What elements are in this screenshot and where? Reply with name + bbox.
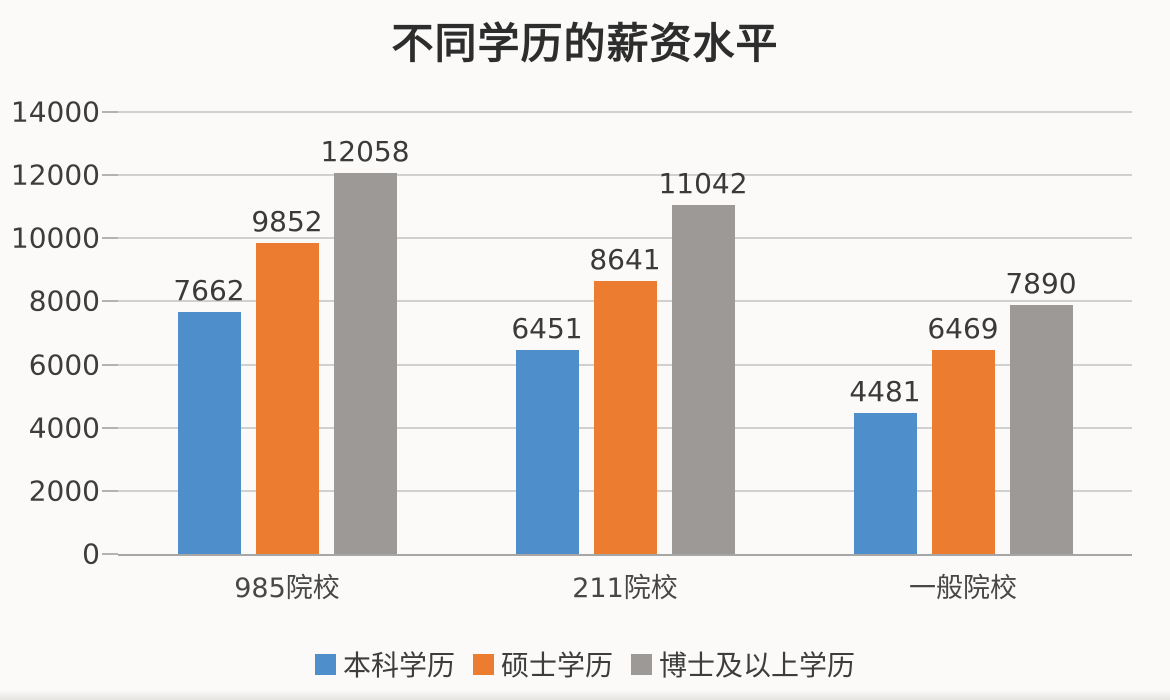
y-tick-mark xyxy=(102,426,118,429)
y-tick-mark xyxy=(102,489,118,492)
bar xyxy=(515,350,579,554)
bar-wrapper: 8641 xyxy=(589,243,661,554)
y-tick-label: 4000 xyxy=(28,411,100,445)
bar-value-label: 8641 xyxy=(589,243,661,277)
legend-label: 博士及以上学历 xyxy=(659,649,856,682)
legend-item: 博士及以上学历 xyxy=(631,644,855,684)
bar-value-label: 12058 xyxy=(320,135,410,169)
x-category-label: 一般院校 xyxy=(909,573,1017,604)
legend-item: 本科学历 xyxy=(314,644,455,684)
bar-wrapper: 11042 xyxy=(658,167,748,554)
bar xyxy=(333,173,397,554)
y-tick-mark xyxy=(102,363,118,366)
y-tick-label: 0 xyxy=(82,537,100,571)
bar-wrapper: 7662 xyxy=(173,274,245,554)
bar xyxy=(1009,304,1073,554)
y-tick-mark xyxy=(102,174,118,177)
legend: 本科学历 硕士学历 博士及以上学历 xyxy=(0,644,1170,684)
bar-value-label: 11042 xyxy=(658,167,748,201)
bar xyxy=(177,312,241,554)
y-tick-mark xyxy=(102,237,118,240)
y-tick-mark xyxy=(102,553,118,555)
bar-value-label: 9852 xyxy=(251,204,323,238)
bar-group: 4481 6469 7890 xyxy=(794,112,1132,554)
bar-value-label: 4481 xyxy=(849,374,921,408)
gridline xyxy=(118,174,1132,177)
y-tick-label: 2000 xyxy=(28,474,100,508)
y-tick-label: 8000 xyxy=(28,284,100,318)
bar-wrapper: 6469 xyxy=(927,312,999,554)
legend-swatch-icon xyxy=(314,653,336,675)
bar-wrapper: 12058 xyxy=(320,135,410,554)
bar-value-label: 7890 xyxy=(1005,266,1077,300)
y-axis: 0 2000 4000 6000 8000 10000 12000 14000 xyxy=(0,96,118,571)
gridline xyxy=(118,237,1132,240)
bar-wrapper: 7890 xyxy=(1005,267,1077,554)
legend-swatch-icon xyxy=(631,653,652,675)
bar xyxy=(255,242,319,554)
y-tick-mark xyxy=(102,300,118,303)
legend-swatch-icon xyxy=(472,653,494,675)
x-category-label: 211院校 xyxy=(572,573,678,604)
bar xyxy=(853,412,917,554)
bar xyxy=(593,281,657,554)
bar-wrapper: 6451 xyxy=(511,312,583,554)
bar xyxy=(931,349,995,554)
legend-label: 本科学历 xyxy=(342,649,455,682)
bar-wrapper: 4481 xyxy=(849,375,921,554)
bar-value-label: 6451 xyxy=(511,312,583,346)
x-axis-labels: 985院校 211院校 一般院校 xyxy=(118,566,1132,605)
gridline xyxy=(118,111,1132,113)
bar-groups: 7662 9852 12058 6451 8641 11042 4481 6469 7890 xyxy=(118,112,1132,554)
bar-value-label: 6469 xyxy=(927,311,999,345)
y-tick-mark xyxy=(102,111,118,113)
bar xyxy=(671,205,735,554)
chart-title: 不同学历的薪资水平 xyxy=(391,19,779,68)
bar-group: 7662 9852 12058 xyxy=(118,112,456,554)
y-tick-label: 6000 xyxy=(28,348,100,382)
bar-group: 6451 8641 11042 xyxy=(456,112,794,554)
bottom-edge-shadow xyxy=(0,690,1170,700)
y-tick-label: 12000 xyxy=(10,158,100,192)
y-tick-label: 14000 xyxy=(10,95,100,129)
x-category-label: 985院校 xyxy=(234,573,340,604)
bar-value-label: 7662 xyxy=(173,274,245,308)
legend-label: 硕士学历 xyxy=(500,649,613,682)
plot-area: 7662 9852 12058 6451 8641 11042 4481 6469 7890 xyxy=(102,111,1132,556)
y-tick-label: 10000 xyxy=(10,221,100,255)
legend-item: 硕士学历 xyxy=(472,644,613,684)
bar-wrapper: 9852 xyxy=(251,205,323,554)
